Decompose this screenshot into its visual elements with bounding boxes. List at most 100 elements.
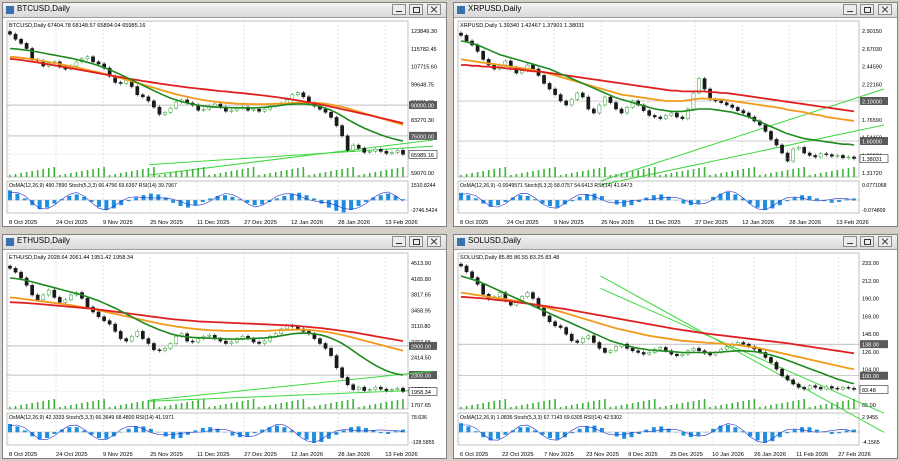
volume-bar bbox=[42, 401, 45, 409]
date-axis-label: 25 Dec 2025 bbox=[670, 452, 703, 458]
volume-bar bbox=[742, 401, 745, 409]
volume-bar bbox=[319, 405, 321, 409]
current-price-label: 65985.16 bbox=[411, 153, 434, 159]
candle-body bbox=[697, 78, 701, 94]
volume-bar bbox=[14, 406, 17, 409]
date-axis-label: 22 Oct 2025 bbox=[502, 452, 534, 458]
candle-body bbox=[830, 154, 834, 157]
price-axis-label: 3110.80 bbox=[411, 324, 430, 330]
date-axis-label: 28 Jan 2026 bbox=[338, 452, 370, 458]
candle-body bbox=[636, 350, 640, 353]
osma-histogram-bar bbox=[852, 198, 856, 201]
maximize-icon[interactable] bbox=[409, 236, 423, 247]
candle-body bbox=[763, 352, 768, 358]
osma-histogram-bar bbox=[22, 198, 27, 201]
osma-histogram-bar bbox=[570, 200, 575, 202]
candle-body bbox=[680, 353, 685, 357]
close-icon[interactable] bbox=[427, 4, 441, 15]
chart-area[interactable]: 8 Oct 2025 24 Oct 2025 9 Nov 2025 25 Nov 20… bbox=[3, 249, 447, 459]
window-titlebar[interactable]: SOLUSD,Daily bbox=[454, 235, 897, 250]
candle-body bbox=[19, 39, 23, 44]
osma-histogram-bar bbox=[126, 200, 131, 202]
chart-window-solusd[interactable]: SOLUSD,Daily 6 Oct 2025 22 Oct 2025 7 Nov … bbox=[453, 234, 898, 459]
candle-body bbox=[323, 108, 328, 113]
candle-body bbox=[52, 289, 57, 298]
osma-histogram-bar bbox=[185, 200, 190, 208]
candle-body bbox=[464, 265, 469, 273]
osma-histogram-bar bbox=[178, 432, 183, 438]
volume-bar bbox=[368, 405, 371, 409]
chart-area[interactable]: 6 Oct 2025 22 Oct 2025 7 Nov 2025 23 Nov 20… bbox=[454, 249, 898, 459]
volume-bar bbox=[521, 173, 523, 177]
maximize-icon[interactable] bbox=[409, 4, 423, 15]
candle-body bbox=[362, 386, 367, 391]
date-axis-label: 7 Nov 2025 bbox=[544, 452, 574, 458]
minimize-icon[interactable] bbox=[843, 236, 857, 247]
minimize-icon[interactable] bbox=[392, 4, 406, 15]
chart-window-xrpusd[interactable]: XRPUSD,Daily 8 Oct 2025 24 Oct 2025 9 Nov … bbox=[453, 2, 898, 227]
chart-window-btcusd[interactable]: BTCUSD,Daily 8 Oct 2025 24 Oct 2025 9 Nov … bbox=[2, 2, 447, 227]
window-titlebar[interactable]: ETHUSD,Daily bbox=[3, 235, 446, 250]
price-axis-label: 233.00 bbox=[862, 261, 879, 267]
candle-body bbox=[229, 341, 234, 344]
candle-body bbox=[741, 342, 746, 345]
candle-body bbox=[163, 112, 167, 115]
volume-bar bbox=[114, 174, 116, 177]
symbol-header-text: SOLUSD,Daily 85.85 86.55 83.25 83.48 bbox=[460, 255, 559, 261]
minimize-icon[interactable] bbox=[392, 236, 406, 247]
volume-bar bbox=[593, 169, 595, 177]
price-axis-label: 4165.80 bbox=[411, 277, 431, 283]
window-titlebar[interactable]: BTCUSD,Daily bbox=[3, 3, 446, 18]
candle-body bbox=[531, 64, 535, 70]
candle-body bbox=[680, 116, 685, 119]
candle-body bbox=[340, 367, 344, 378]
close-icon[interactable] bbox=[878, 4, 892, 15]
osma-histogram-bar bbox=[844, 199, 849, 201]
chart-area[interactable]: 8 Oct 2025 24 Oct 2025 9 Nov 2025 25 Nov 20… bbox=[3, 17, 447, 227]
maximize-icon[interactable] bbox=[860, 4, 874, 15]
volume-bar bbox=[498, 400, 501, 409]
osma-histogram-bar bbox=[371, 430, 376, 433]
volume-bar bbox=[70, 405, 72, 409]
candle-body bbox=[301, 92, 306, 98]
candle-body bbox=[575, 92, 580, 100]
volume-bar bbox=[291, 169, 294, 177]
volume-bar bbox=[576, 404, 579, 409]
osma-histogram-bar bbox=[807, 427, 812, 433]
candle-body bbox=[24, 277, 29, 286]
date-axis-label: 8 Oct 2025 bbox=[460, 220, 488, 226]
volume-bar bbox=[842, 401, 844, 409]
candle-body bbox=[268, 335, 273, 342]
volume-bar bbox=[714, 406, 717, 409]
volume-bar bbox=[130, 403, 133, 409]
osma-histogram-bar bbox=[785, 200, 790, 202]
candle-body bbox=[351, 144, 356, 151]
chart-window-ethusd[interactable]: ETHUSD,Daily 8 Oct 2025 24 Oct 2025 9 Nov … bbox=[2, 234, 447, 459]
date-axis-label: 8 Oct 2025 bbox=[9, 220, 37, 226]
maximize-icon[interactable] bbox=[860, 236, 874, 247]
osma-histogram-bar bbox=[629, 200, 634, 206]
volume-bar bbox=[615, 406, 617, 409]
close-icon[interactable] bbox=[878, 236, 892, 247]
volume-bar bbox=[64, 406, 67, 409]
volume-bar bbox=[158, 407, 161, 409]
close-icon[interactable] bbox=[427, 236, 441, 247]
volume-bar bbox=[47, 168, 50, 177]
date-axis-label: 8 Oct 2025 bbox=[9, 452, 37, 458]
candle-body bbox=[85, 298, 90, 308]
volume-bar bbox=[324, 404, 327, 409]
price-axis-label: 2.90150 bbox=[862, 29, 882, 35]
chart-area[interactable]: 8 Oct 2025 24 Oct 2025 9 Nov 2025 25 Nov 20… bbox=[454, 17, 898, 227]
candle-body bbox=[818, 387, 823, 390]
volume-bar bbox=[554, 399, 556, 409]
minimize-icon[interactable] bbox=[843, 4, 857, 15]
osma-histogram-bar bbox=[577, 428, 582, 433]
volume-bar bbox=[92, 401, 94, 409]
window-titlebar[interactable]: XRPUSD,Daily bbox=[454, 3, 897, 18]
candle-body bbox=[464, 35, 469, 42]
candle-body bbox=[367, 151, 372, 153]
volume-bar bbox=[391, 169, 393, 177]
osma-histogram-bar bbox=[67, 196, 72, 201]
candle-body bbox=[619, 108, 624, 114]
trend-channel-line bbox=[149, 139, 434, 176]
